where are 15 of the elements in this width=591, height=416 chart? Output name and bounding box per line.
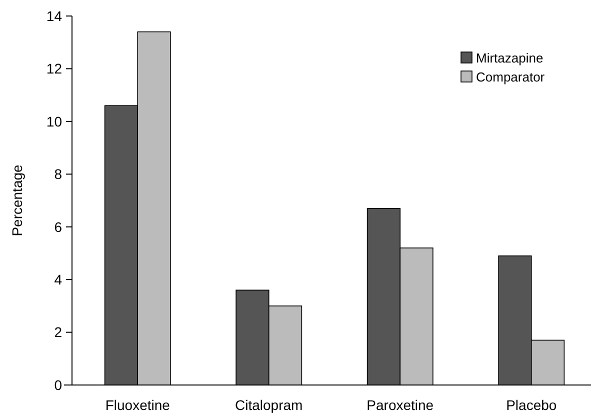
y-tick-label: 8 bbox=[54, 166, 62, 182]
y-tick-label: 10 bbox=[46, 113, 62, 130]
y-tick-label: 0 bbox=[54, 376, 62, 393]
legend-label: Mirtazapine bbox=[476, 50, 544, 66]
y-tick-label: 14 bbox=[46, 8, 62, 24]
y-tick-label: 6 bbox=[54, 218, 62, 235]
x-tick-label: Fluoxetine bbox=[105, 397, 170, 413]
y-tick-label: 4 bbox=[54, 271, 62, 288]
y-tick-label: 2 bbox=[54, 324, 62, 340]
x-tick-label: Paroxetine bbox=[366, 397, 434, 413]
x-tick-label: Citalopram bbox=[235, 397, 303, 413]
legend-label: Comparator bbox=[476, 70, 546, 85]
y-tick-label: 12 bbox=[46, 60, 62, 77]
y-axis-title: Percentage bbox=[9, 164, 25, 236]
x-tick-label: Placebo bbox=[506, 397, 557, 413]
